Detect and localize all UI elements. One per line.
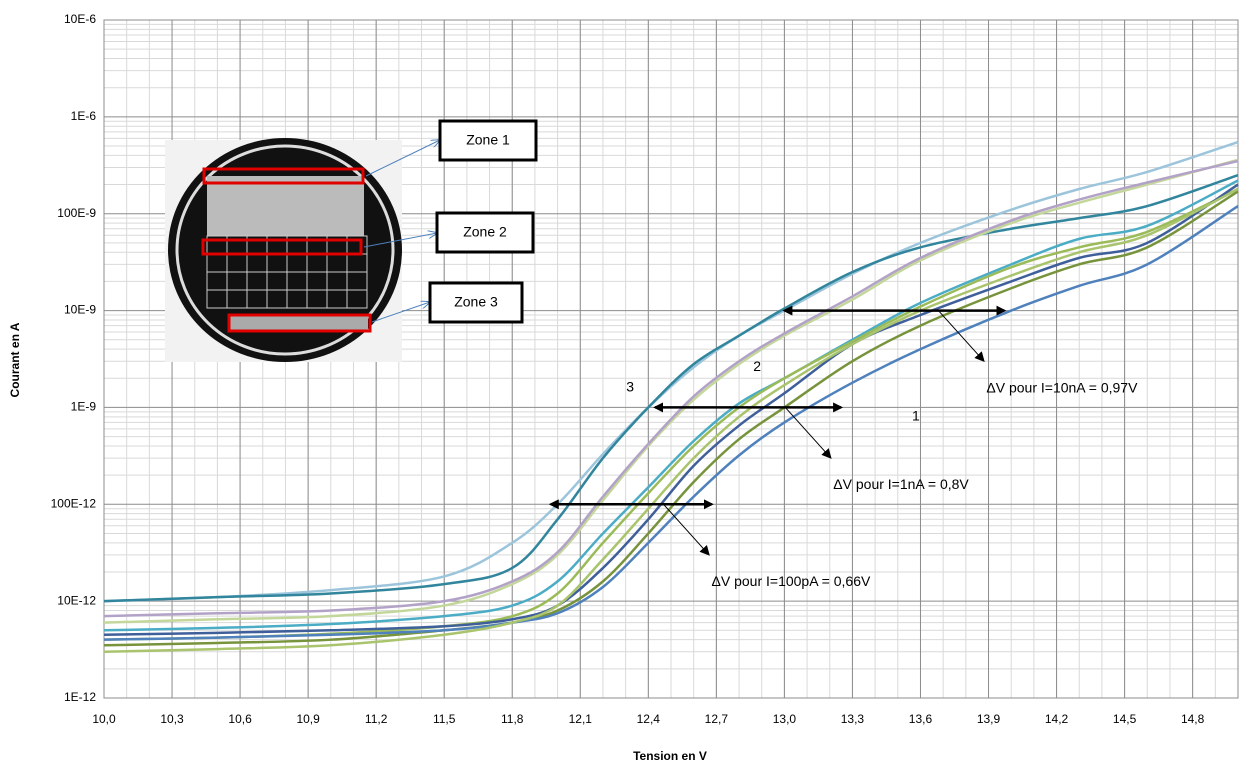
- series-line: [103, 187, 1239, 641]
- x-tick-label: 13,9: [977, 712, 1001, 726]
- series-line: [103, 187, 1239, 654]
- y-tick-label: 100E-9: [57, 206, 96, 220]
- zone-2-frame: [201, 238, 363, 256]
- zone-label: Zone 2: [463, 224, 507, 240]
- y-tick-label: 10E-6: [64, 12, 96, 26]
- zone-label: Zone 3: [454, 294, 498, 310]
- y-tick-label: 10E-9: [64, 303, 96, 317]
- annotation-pointer: [663, 503, 710, 556]
- plot-border: [103, 19, 1239, 699]
- x-tick-label: 10,9: [296, 712, 320, 726]
- annotations: ΔV pour I=10nA = 0,97V ΔV pour I=1nA = 0,…: [548, 305, 1138, 589]
- annotation: ΔV pour I=1nA = 0,8V: [833, 476, 969, 492]
- y-tick-label: 100E-12: [51, 496, 97, 510]
- y-axis-title: Courant en A: [8, 322, 22, 397]
- x-tick-label: 14,5: [1113, 712, 1137, 726]
- series-line: [103, 173, 1239, 603]
- die-array: [207, 176, 364, 236]
- zone-2-pointer: [363, 233, 437, 248]
- x-tick-label: 10,6: [228, 712, 252, 726]
- zone-box: [435, 211, 535, 254]
- zone-1-pointer: [365, 140, 440, 177]
- series-line: [103, 183, 1239, 636]
- x-tick-label: 12,7: [705, 712, 729, 726]
- curve-label: 2: [753, 358, 761, 374]
- series-line: [103, 140, 1239, 603]
- annotation: ΔV pour I=10nA = 0,97V: [986, 379, 1138, 395]
- y-tick-label: 1E-12: [64, 690, 96, 704]
- zone-3-pointer: [371, 302, 430, 323]
- y-tick-label: 1E-6: [71, 109, 97, 123]
- series-lines: [103, 140, 1239, 654]
- wafer-edge: [175, 144, 395, 356]
- zone-1-frame: [202, 167, 365, 185]
- x-tick-label: 13,0: [773, 712, 797, 726]
- series-line: [103, 204, 1239, 641]
- x-tick-label: 14,2: [1045, 712, 1069, 726]
- y-tick-label: 10E-12: [57, 593, 96, 607]
- series-line: [103, 179, 1239, 632]
- x-tick-label: 10,0: [92, 712, 116, 726]
- y-tick-label: 1E-9: [71, 400, 97, 414]
- x-tick-label: 11,5: [433, 712, 456, 726]
- annotation-pointer: [784, 407, 832, 459]
- annotation-pointer: [938, 310, 985, 363]
- zone-box: [438, 119, 538, 162]
- curve-label: 3: [626, 378, 634, 394]
- x-tick-label: 12,1: [569, 712, 593, 726]
- zone-3-frame: [227, 313, 372, 333]
- x-tick-label: 10,3: [160, 712, 184, 726]
- inset-photo: Zone 1 Zone 2 Zone 3: [165, 119, 538, 362]
- x-tick-label: 14,8: [1181, 712, 1205, 726]
- x-tick-label: 13,6: [909, 712, 933, 726]
- x-tick-label: 12,4: [637, 712, 661, 726]
- zone-label: Zone 1: [466, 132, 510, 148]
- x-tick-label: 13,3: [841, 712, 865, 726]
- series-line: [103, 190, 1239, 647]
- x-axis-title: Tension en V: [633, 749, 707, 763]
- x-tick-label: 11,8: [501, 712, 524, 726]
- curve-label: 1: [912, 408, 920, 424]
- x-tick-label: 11,2: [365, 712, 388, 726]
- die-row: [230, 316, 368, 330]
- zone-box: [428, 281, 524, 324]
- annotation: ΔV pour I=100pA = 0,66V: [712, 573, 871, 589]
